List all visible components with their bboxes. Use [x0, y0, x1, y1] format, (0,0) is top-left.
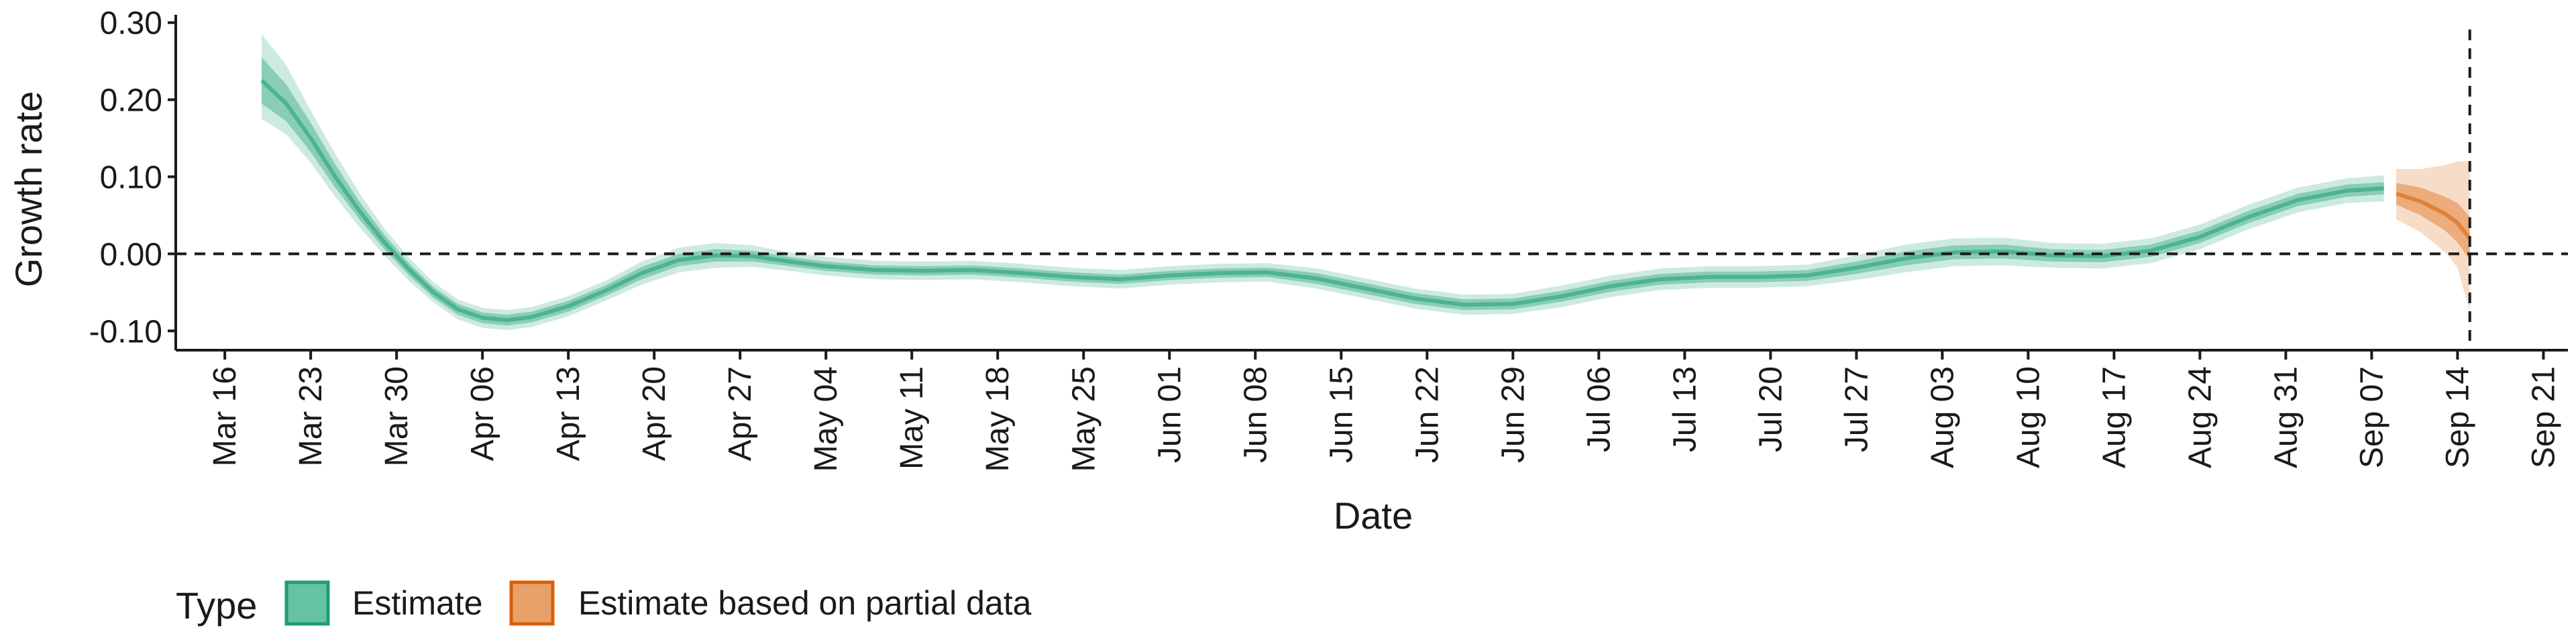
x-tick-label: Jun 29	[1495, 366, 1531, 463]
x-tick-label: Aug 03	[1925, 366, 1960, 468]
legend: Type Estimate Estimate based on partial d…	[176, 580, 1032, 627]
x-tick-label: Aug 17	[2096, 366, 2132, 468]
x-tick-label: Apr 27	[722, 366, 758, 461]
y-tick-label: -0.10	[89, 314, 162, 350]
partial-estimate-median-line	[2396, 191, 2472, 240]
x-tick-label: May 04	[808, 366, 844, 472]
x-axis-title: Date	[1334, 494, 1413, 537]
estimate-median-line	[260, 78, 2384, 323]
x-tick-label: Apr 20	[637, 366, 672, 461]
x-tick-label: Jun 15	[1324, 366, 1359, 463]
partial-estimate-inner-ribbon	[2396, 182, 2470, 260]
x-tick-label: Jun 01	[1152, 366, 1187, 463]
x-tick-label: Jul 20	[1753, 366, 1788, 452]
estimate-inner-ribbon	[262, 57, 2384, 326]
x-tick-label: May 11	[894, 366, 930, 470]
x-tick-label: Apr 13	[551, 366, 586, 461]
legend-label-partial-estimate: Estimate based on partial data	[578, 584, 1032, 622]
legend-label-estimate: Estimate	[352, 584, 483, 622]
x-tick-label: Mar 23	[293, 366, 329, 466]
y-tick-label: 0.00	[100, 237, 162, 272]
x-tick-label: Aug 10	[2010, 366, 2046, 468]
x-tick-label: Jul 13	[1667, 366, 1703, 452]
y-tick-label: 0.10	[100, 160, 162, 196]
x-tick-label: Aug 24	[2182, 366, 2218, 468]
plot-area	[176, 30, 2568, 350]
x-tick-label: Jun 08	[1238, 366, 1273, 463]
x-tick-label: May 25	[1066, 366, 1102, 472]
axes: -0.10 0.00 0.10 0.20 0.30 Mar 16 Mar 23 Mar 30 A…	[89, 6, 2568, 472]
x-tick-label: Mar 30	[379, 366, 415, 466]
legend-swatch-estimate	[284, 580, 330, 626]
x-tick-label: Sep 21	[2526, 366, 2561, 468]
x-tick-label: Jul 06	[1581, 366, 1617, 452]
x-tick-label: Mar 16	[207, 366, 243, 466]
x-tick-label: May 18	[980, 366, 1016, 472]
x-tick-label: Sep 14	[2440, 366, 2475, 468]
y-tick-label: 0.20	[100, 83, 162, 119]
x-tick-label: Jul 27	[1839, 366, 1874, 452]
x-tick-label: Apr 06	[465, 366, 500, 461]
estimate-outer-ribbon	[262, 34, 2384, 331]
x-tick-label: Aug 31	[2268, 366, 2304, 468]
legend-swatch-partial-estimate	[509, 580, 555, 626]
y-tick-label: 0.30	[100, 6, 162, 42]
x-tick-label: Sep 07	[2354, 366, 2390, 468]
legend-title: Type	[176, 584, 257, 627]
x-tick-label: Jun 22	[1409, 366, 1445, 463]
y-axis-title: Growth rate	[7, 91, 50, 288]
